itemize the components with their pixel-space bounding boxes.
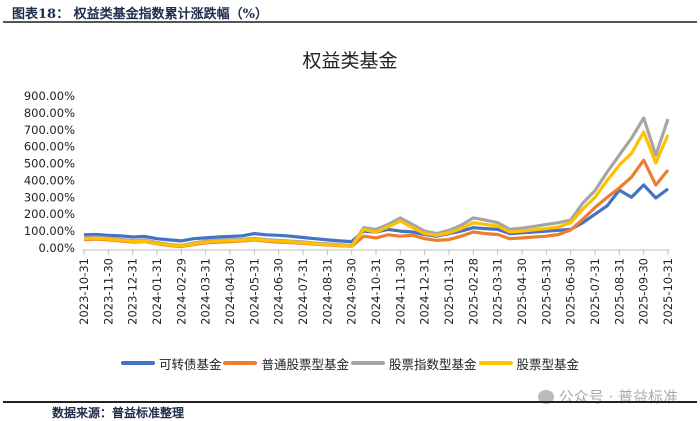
legend-swatch bbox=[351, 361, 385, 365]
x-tick-label: 2025-02-28 bbox=[466, 258, 480, 325]
source-note: 数据来源：普益标准整理 bbox=[52, 406, 185, 420]
y-tick-label: 800.00% bbox=[24, 106, 75, 120]
x-tick-label: 2025-06-30 bbox=[564, 258, 578, 325]
x-tick-label: 2024-10-31 bbox=[369, 258, 383, 325]
y-tick-label: 600.00% bbox=[24, 140, 75, 154]
x-tick-label: 2024-01-31 bbox=[150, 258, 164, 325]
y-tick-label: 400.00% bbox=[24, 173, 75, 187]
series-line-1 bbox=[83, 158, 670, 249]
x-tick-label: 2024-02-29 bbox=[174, 258, 188, 325]
x-tick-label: 2023-11-30 bbox=[101, 258, 115, 325]
x-tick-label: 2025-07-31 bbox=[588, 258, 602, 325]
legend-item: 普通股票型基金 bbox=[223, 354, 349, 373]
series-line-3 bbox=[83, 130, 670, 248]
legend-swatch bbox=[478, 361, 513, 365]
line-chart: 权益类基金 0.00% 100.00% 200.00% 300.00% 400.00% 5… bbox=[24, 50, 675, 325]
x-tick-label: 2024-05-31 bbox=[247, 258, 261, 325]
series-line-2 bbox=[83, 116, 670, 248]
figure-title: 图表18： 权益类基金指数累计涨跌幅（%） bbox=[12, 7, 268, 22]
legend-swatch bbox=[120, 361, 155, 365]
x-axis: 2023-10-31 2023-11-30 2023-12-31 2024-01-31… bbox=[77, 249, 675, 325]
x-tick-label: 2024-08-31 bbox=[320, 258, 334, 325]
x-tick-label: 2024-03-31 bbox=[199, 258, 213, 325]
top-divider bbox=[3, 21, 697, 23]
x-tick-label: 2024-07-31 bbox=[296, 258, 310, 325]
x-tick-label: 2024-09-30 bbox=[345, 258, 359, 325]
y-axis: 0.00% 100.00% 200.00% 300.00% 400.00% 500.00%… bbox=[24, 89, 75, 255]
legend-item: 股票型基金 bbox=[478, 354, 580, 373]
y-tick-label: 500.00% bbox=[24, 157, 75, 171]
x-tick-label: 2025-09-30 bbox=[637, 258, 651, 325]
legend: 可转债基金 普通股票型基金 股票指数型基金 股票型基金 bbox=[0, 353, 700, 373]
x-tick-label: 2024-11-30 bbox=[393, 258, 407, 325]
x-tick-label: 2025-10-31 bbox=[661, 258, 675, 325]
y-tick-label: 900.00% bbox=[24, 89, 75, 103]
x-tick-label: 2025-08-31 bbox=[612, 258, 626, 325]
legend-item: 股票指数型基金 bbox=[351, 354, 477, 373]
x-tick-label: 2025-03-31 bbox=[491, 258, 505, 325]
legend-label: 股票型基金 bbox=[516, 356, 580, 372]
legend-label: 股票指数型基金 bbox=[389, 356, 477, 372]
x-tick-label: 2025-04-30 bbox=[515, 258, 529, 325]
x-tick-label: 2024-12-31 bbox=[418, 258, 432, 325]
x-tick-label: 2023-10-31 bbox=[77, 258, 91, 325]
bottom-divider bbox=[3, 401, 697, 403]
y-tick-label: 300.00% bbox=[24, 190, 75, 204]
x-tick-label: 2023-12-31 bbox=[126, 258, 140, 325]
x-tick-label: 2024-06-30 bbox=[272, 258, 286, 325]
y-tick-label: 700.00% bbox=[24, 123, 75, 137]
watermark-text: 公众号 · 普益标准 bbox=[558, 388, 678, 406]
legend-label: 普通股票型基金 bbox=[261, 356, 349, 372]
watermark: 公众号 · 普益标准 bbox=[537, 386, 678, 407]
x-tick-label: 2024-04-30 bbox=[223, 258, 237, 325]
x-tick-label: 2025-05-31 bbox=[539, 258, 553, 325]
series-lines bbox=[83, 116, 670, 249]
y-tick-label: 200.00% bbox=[24, 207, 75, 221]
x-tick-label: 2025-01-31 bbox=[442, 258, 456, 325]
y-tick-label: 0.00% bbox=[38, 241, 75, 255]
y-tick-label: 100.00% bbox=[24, 224, 75, 238]
legend-label: 可转债基金 bbox=[158, 356, 222, 372]
legend-item: 可转债基金 bbox=[120, 354, 222, 373]
chart-title: 权益类基金 bbox=[302, 50, 397, 72]
wechat-icon bbox=[537, 389, 554, 404]
legend-swatch bbox=[223, 361, 258, 365]
